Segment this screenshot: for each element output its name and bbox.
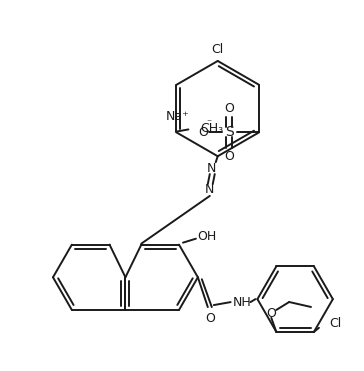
Text: S: S [225,125,234,139]
Text: OH: OH [197,230,217,243]
Text: NH: NH [233,296,252,309]
Text: O: O [205,312,215,325]
Text: O: O [198,126,208,139]
Text: Na⁺: Na⁺ [166,110,190,123]
Text: Cl: Cl [211,43,224,56]
Text: N: N [205,184,214,197]
Text: O: O [224,150,234,163]
Text: O: O [266,308,276,321]
Text: N: N [207,162,217,175]
Text: O: O [224,102,234,115]
Text: ⁻: ⁻ [207,118,212,128]
Text: Cl: Cl [329,317,341,330]
Text: CH₃: CH₃ [200,122,223,135]
